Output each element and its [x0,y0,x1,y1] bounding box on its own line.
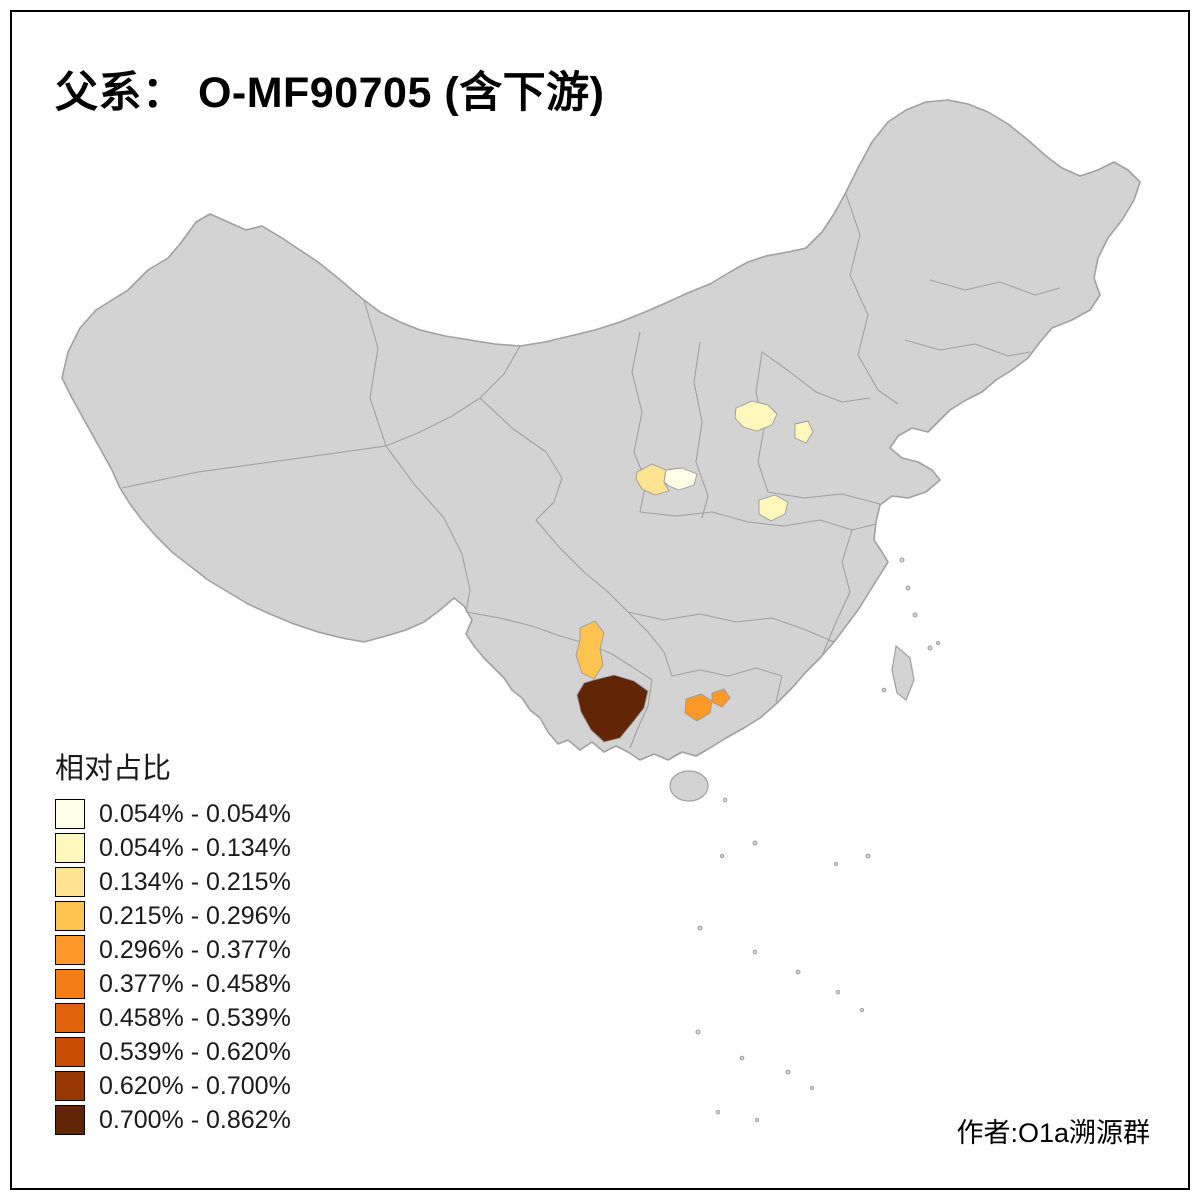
legend-swatch [55,1071,85,1101]
small-islands [695,557,941,1123]
legend-swatch [55,833,85,863]
legend-item: 0.296% - 0.377% [55,935,291,965]
legend-label: 0.054% - 0.054% [99,799,291,828]
legend: 相对占比 0.054% - 0.054% 0.054% - 0.134% 0.1… [55,745,291,1139]
legend-label: 0.377% - 0.458% [99,969,291,998]
legend-item: 0.054% - 0.134% [55,833,291,863]
legend-swatch [55,1105,85,1135]
legend-swatch [55,799,85,829]
legend-label: 0.458% - 0.539% [99,1003,291,1032]
legend-item: 0.215% - 0.296% [55,901,291,931]
taiwan-island [891,644,915,701]
legend-item: 0.377% - 0.458% [55,969,291,999]
china-mainland [61,99,1141,761]
highlight-region-1 [734,400,778,432]
hainan-island [669,770,709,802]
legend-label: 0.539% - 0.620% [99,1037,291,1066]
highlight-region-8 [684,693,713,722]
legend-swatch [55,969,85,999]
highlighted-regions [575,400,814,743]
legend-swatch [55,1037,85,1067]
legend-item: 0.539% - 0.620% [55,1037,291,1067]
legend-label: 0.054% - 0.134% [99,833,291,862]
legend-swatch [55,935,85,965]
islands [669,644,915,802]
legend-item: 0.054% - 0.054% [55,799,291,829]
legend-swatch [55,901,85,931]
legend-label: 0.134% - 0.215% [99,867,291,896]
highlight-region-9 [711,688,731,708]
legend-item: 0.458% - 0.539% [55,1003,291,1033]
page-title: 父系： O-MF90705 (含下游) [55,69,605,117]
legend-label: 0.620% - 0.700% [99,1071,291,1100]
legend-swatch [55,867,85,897]
legend-label: 0.215% - 0.296% [99,901,291,930]
highlight-region-7 [576,674,649,743]
attribution: 作者:O1a溯源群 [956,1118,1150,1148]
legend-title: 相对占比 [55,753,172,785]
highlight-region-5 [758,494,789,522]
legend-label: 0.296% - 0.377% [99,935,291,964]
legend-item: 0.134% - 0.215% [55,867,291,897]
highlight-region-4 [663,467,698,491]
province-borders [121,193,1061,749]
legend-item: 0.620% - 0.700% [55,1071,291,1101]
highlight-region-6 [575,620,605,680]
highlight-region-2 [794,420,814,444]
legend-label: 0.700% - 0.862% [99,1105,291,1134]
legend-item: 0.700% - 0.862% [55,1105,291,1135]
highlight-region-3 [635,463,670,496]
legend-swatch [55,1003,85,1033]
